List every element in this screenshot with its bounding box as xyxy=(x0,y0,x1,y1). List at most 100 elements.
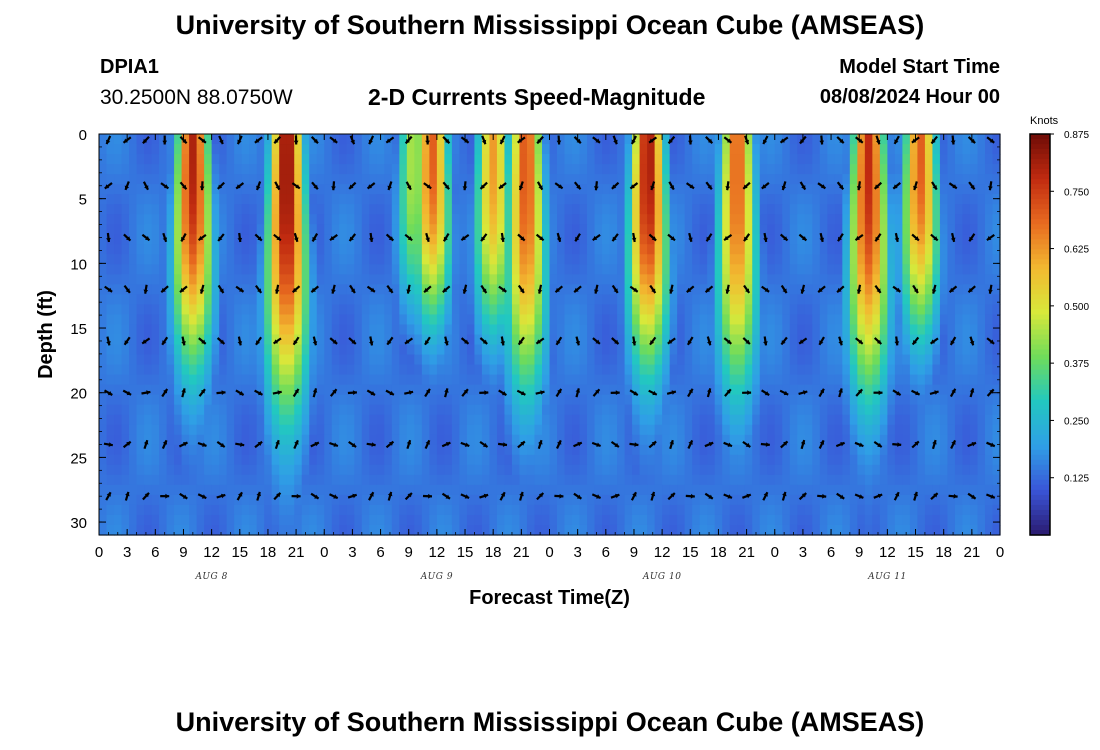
heatmap-cell xyxy=(722,374,731,386)
heatmap-cell xyxy=(436,264,445,275)
heatmap-cell xyxy=(752,164,761,175)
heatmap-cell xyxy=(121,434,130,446)
heatmap-cell xyxy=(99,334,108,346)
heatmap-cell xyxy=(864,314,873,326)
heatmap-cell xyxy=(301,164,310,175)
heatmap-cell xyxy=(459,274,468,285)
heatmap-cell xyxy=(962,244,971,255)
heatmap-cell xyxy=(767,154,776,165)
heatmap-cell xyxy=(399,354,408,366)
heatmap-cell xyxy=(677,224,686,235)
heatmap-cell xyxy=(324,314,333,326)
heatmap-cell xyxy=(849,354,858,366)
heatmap-cell xyxy=(722,484,731,496)
heatmap-cell xyxy=(541,364,551,376)
heatmap-cell xyxy=(496,394,506,406)
heatmap-cell xyxy=(534,334,543,346)
heatmap-cell xyxy=(144,484,153,496)
heatmap-cell xyxy=(241,364,250,376)
heatmap-cell xyxy=(662,264,671,275)
heatmap-cell xyxy=(354,344,363,356)
heatmap-cell xyxy=(406,404,415,416)
heatmap-cell xyxy=(346,274,355,285)
heatmap-cell xyxy=(624,414,633,426)
heatmap-cell xyxy=(294,264,303,275)
heatmap-cell xyxy=(121,414,130,426)
heatmap-cell xyxy=(384,174,393,185)
heatmap-cell xyxy=(804,224,813,235)
heatmap-cell xyxy=(932,294,941,306)
heatmap-cell xyxy=(361,154,370,165)
heatmap-cell xyxy=(744,404,753,416)
heatmap-cell xyxy=(429,254,438,265)
heatmap-cell xyxy=(256,354,265,366)
heatmap-cell xyxy=(954,434,964,446)
heatmap-cell xyxy=(662,194,671,205)
heatmap-cell xyxy=(219,524,228,536)
heatmap-cell xyxy=(534,204,543,215)
heatmap-cell xyxy=(474,424,483,436)
heatmap-cell xyxy=(159,514,168,526)
heatmap-cell xyxy=(564,444,573,456)
heatmap-cell xyxy=(144,504,153,516)
heatmap-cell xyxy=(834,224,843,235)
heatmap-cell xyxy=(722,464,731,476)
heatmap-cell xyxy=(984,204,994,215)
heatmap-cell xyxy=(894,224,903,235)
heatmap-cell xyxy=(984,374,994,386)
heatmap-cell xyxy=(647,334,656,346)
heatmap-cell xyxy=(114,214,123,225)
heatmap-cell xyxy=(804,204,813,215)
heatmap-cell xyxy=(331,404,340,416)
heatmap-cell xyxy=(557,244,566,255)
heatmap-cell xyxy=(572,304,581,316)
heatmap-cell xyxy=(984,324,994,336)
heatmap-cell xyxy=(324,244,333,255)
heatmap-cell xyxy=(264,424,273,436)
heatmap-cell xyxy=(234,354,243,366)
heatmap-cell xyxy=(166,284,175,296)
heatmap-cell xyxy=(331,424,340,436)
heatmap-cell xyxy=(279,364,288,376)
heatmap-cell xyxy=(121,204,130,215)
heatmap-cell xyxy=(939,484,949,496)
heatmap-cell xyxy=(444,324,453,336)
heatmap-cell xyxy=(354,284,363,296)
heatmap-cell xyxy=(759,394,768,406)
heatmap-cell xyxy=(459,204,468,215)
heatmap-cell xyxy=(782,524,791,536)
heatmap-cell xyxy=(339,504,348,516)
heatmap-cell xyxy=(271,274,280,285)
heatmap-cell xyxy=(572,344,581,356)
heatmap-cell xyxy=(872,284,881,296)
heatmap-cell xyxy=(219,194,228,205)
heatmap-cell xyxy=(857,324,866,336)
heatmap-cell xyxy=(309,204,318,215)
heatmap-cell xyxy=(189,384,198,396)
heatmap-cell xyxy=(549,264,558,275)
heatmap-cell xyxy=(286,454,295,466)
heatmap-cell xyxy=(977,194,986,205)
heatmap-cell xyxy=(752,384,761,396)
heatmap-cell xyxy=(399,414,408,426)
heatmap-cell xyxy=(346,194,355,205)
heatmap-cell xyxy=(324,414,333,426)
heatmap-cell xyxy=(466,514,476,526)
heatmap-cell xyxy=(969,174,979,185)
heatmap-cell xyxy=(774,194,783,205)
heatmap-cell xyxy=(99,384,108,396)
heatmap-cell xyxy=(316,244,325,255)
heatmap-cell xyxy=(602,264,611,275)
heatmap-cell xyxy=(947,184,956,195)
heatmap-cell xyxy=(752,344,761,356)
heatmap-cell xyxy=(466,204,476,215)
heatmap-cell xyxy=(872,324,881,336)
current-arrow xyxy=(160,285,169,294)
heatmap-cell xyxy=(354,224,363,235)
heatmap-cell xyxy=(819,514,828,526)
heatmap-cell xyxy=(677,484,686,496)
heatmap-cell xyxy=(992,354,1001,366)
heatmap-cell xyxy=(557,414,566,426)
heatmap-cell xyxy=(692,224,701,235)
heatmap-cell xyxy=(549,154,558,165)
